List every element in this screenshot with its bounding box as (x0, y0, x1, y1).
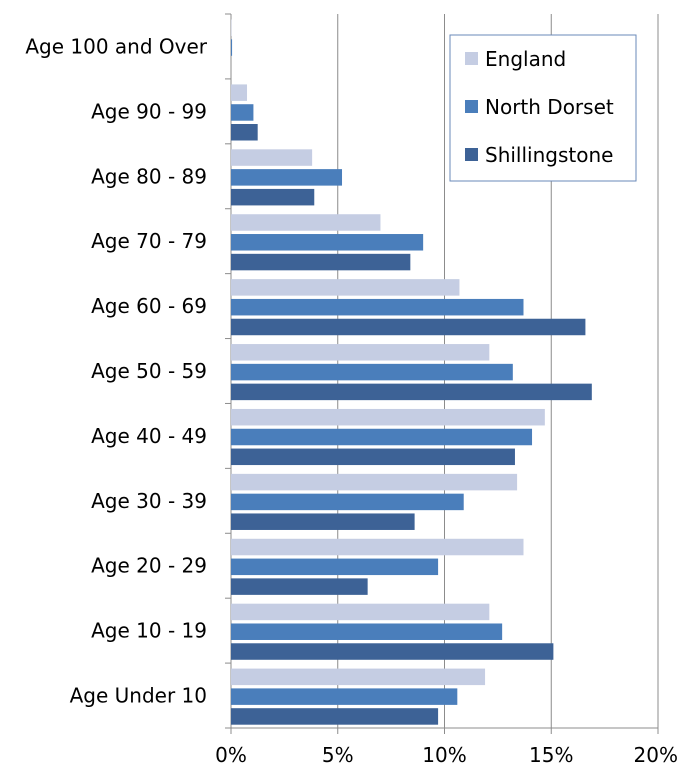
bar-shillingstone-age-60-69 (231, 318, 586, 336)
bar-north-dorset-age-80-89 (231, 169, 343, 186)
legend-swatch-england (465, 52, 478, 65)
category-label: Age 30 - 39 (91, 489, 207, 513)
legend-label-england: England (485, 47, 566, 71)
bar-england-age-50-59 (231, 344, 490, 361)
bar-shillingstone-age-40-49 (231, 448, 515, 466)
bar-england-age-20-29 (231, 538, 524, 556)
x-tick-label: 20% (634, 743, 678, 767)
legend-swatch-north-dorset (465, 100, 478, 113)
bar-north-dorset-age-60-69 (231, 298, 524, 316)
category-label: Age 100 and Over (25, 34, 207, 58)
legend-label-north-dorset: North Dorset (485, 95, 614, 119)
category-label: Age 90 - 99 (91, 99, 207, 123)
bar-england-age-70-79 (231, 214, 381, 231)
legend-box (449, 34, 637, 182)
bar-north-dorset-age-100-and-over (231, 39, 233, 56)
bar-england-age-10-19 (231, 603, 490, 621)
bar-north-dorset-age-20-29 (231, 558, 439, 576)
bar-north-dorset-age-under-10 (231, 688, 458, 705)
bar-england-age-40-49 (231, 408, 545, 426)
category-label: Age 50 - 59 (91, 359, 207, 383)
bar-north-dorset-age-30-39 (231, 493, 464, 511)
bar-north-dorset-age-40-49 (231, 428, 533, 446)
bar-england-age-80-89 (231, 149, 313, 166)
legend: England North Dorset Shillingstone (449, 34, 637, 182)
bar-england-age-60-69 (231, 279, 460, 296)
bar-shillingstone-age-30-39 (231, 513, 415, 530)
x-tick-label: 5% (322, 743, 354, 767)
x-tick-label: 15% (529, 743, 573, 767)
bar-shillingstone-age-70-79 (231, 253, 411, 271)
legend-swatch-shillingstone (465, 148, 478, 161)
bar-england-age-90-99 (231, 84, 248, 101)
category-label: Age 40 - 49 (91, 424, 207, 448)
category-label: Age 80 - 89 (91, 164, 207, 188)
bar-shillingstone-age-under-10 (231, 708, 439, 725)
bar-north-dorset-age-90-99 (231, 104, 254, 121)
bar-shillingstone-age-50-59 (231, 383, 592, 401)
bar-shillingstone-age-10-19 (231, 643, 554, 660)
bar-north-dorset-age-70-79 (231, 234, 424, 251)
category-label: Age Under 10 (70, 684, 207, 708)
bar-england-age-30-39 (231, 473, 518, 491)
category-labels: Age 100 and Over Age 90 - 99 Age 80 - 89 Ag… (25, 34, 207, 707)
category-label: Age 20 - 29 (91, 554, 207, 578)
category-label: Age 10 - 19 (91, 619, 207, 643)
bars (231, 19, 592, 725)
bar-shillingstone-age-20-29 (231, 578, 368, 595)
bar-north-dorset-age-10-19 (231, 623, 503, 640)
x-tick-label: 10% (422, 743, 466, 767)
x-tick-label: 0% (215, 743, 247, 767)
legend-label-shillingstone: Shillingstone (485, 143, 613, 167)
category-label: Age 70 - 79 (91, 229, 207, 253)
bar-shillingstone-age-90-99 (231, 124, 258, 141)
bar-england-age-under-10 (231, 668, 486, 686)
bar-north-dorset-age-50-59 (231, 363, 513, 381)
category-label: Age 60 - 69 (91, 294, 207, 318)
x-tick-labels: 0% 5% 10% 15% 20% (215, 743, 678, 767)
bar-shillingstone-age-80-89 (231, 188, 315, 206)
